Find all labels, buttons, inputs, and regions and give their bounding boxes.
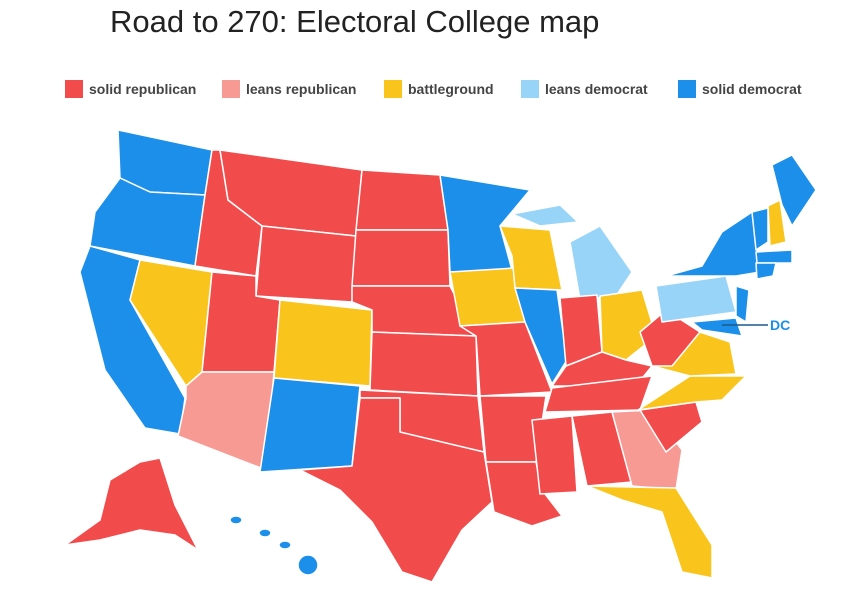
state: [514, 287, 568, 385]
state: [665, 211, 761, 277]
state: [767, 199, 787, 247]
states: [64, 129, 817, 583]
state: [64, 457, 199, 551]
state: [459, 321, 553, 397]
legend-item: leans republican: [222, 80, 356, 98]
state: [735, 285, 750, 323]
state: [229, 515, 243, 525]
state: [599, 289, 657, 361]
legend-label: leans republican: [246, 81, 357, 97]
legend-item: solid democrat: [678, 80, 802, 98]
state: [691, 317, 743, 337]
state: [771, 154, 817, 227]
legend-label: solid democrat: [702, 81, 802, 97]
legend-label: battleground: [408, 81, 494, 97]
map-title: Road to 270: Electoral College map: [110, 4, 600, 39]
state: [273, 299, 373, 387]
legend-label: solid republican: [89, 81, 197, 97]
legend-item: leans democrat: [521, 80, 648, 98]
state: [511, 204, 579, 227]
state: [355, 169, 449, 231]
legend-swatch: [65, 80, 83, 98]
state: [586, 485, 713, 579]
state: [544, 375, 653, 413]
state: [755, 262, 777, 280]
state: [637, 375, 747, 411]
legend-item: solid republican: [65, 80, 196, 98]
state: [751, 207, 769, 251]
state: [259, 377, 361, 473]
legend-swatch: [384, 80, 402, 98]
state: [351, 229, 451, 287]
state: [655, 275, 737, 323]
legend-item: battleground: [384, 80, 494, 98]
state: [177, 371, 275, 471]
state: [369, 331, 479, 397]
state: [258, 528, 272, 538]
state: [569, 225, 633, 301]
state: [278, 540, 292, 550]
state: [299, 397, 493, 583]
legend-swatch: [521, 80, 539, 98]
legend-swatch: [678, 80, 696, 98]
state: [255, 225, 357, 303]
state: [755, 249, 793, 264]
state: [531, 415, 578, 495]
dc-label: DC: [770, 317, 790, 333]
legend-swatch: [222, 80, 240, 98]
state: [297, 554, 319, 576]
legend-label: leans democrat: [545, 81, 648, 97]
